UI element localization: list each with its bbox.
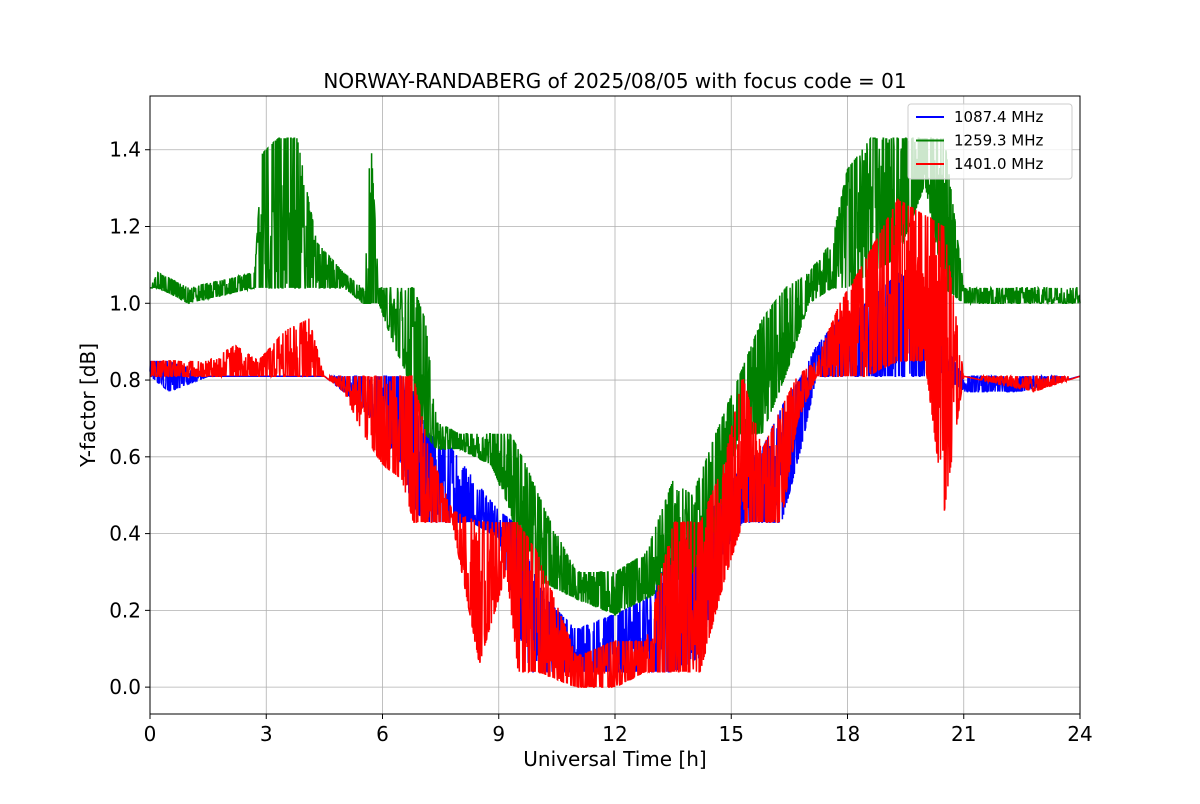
legend: 1087.4 MHz 1259.3 MHz 1401.0 MHz: [907, 103, 1073, 180]
x-tick-label: 18: [835, 722, 860, 746]
y-tick-label: 0.6: [109, 445, 141, 469]
y-tick-label: 0.4: [109, 522, 141, 546]
y-tick-label: 0.8: [109, 368, 141, 392]
chart-title: NORWAY-RANDABERG of 2025/08/05 with focu…: [323, 69, 906, 93]
y-tick-label: 1.4: [109, 138, 141, 162]
x-tick-label: 12: [602, 722, 627, 746]
x-tick-label: 21: [951, 722, 976, 746]
y-tick-label: 0.0: [109, 675, 141, 699]
y-tick-label: 0.2: [109, 598, 141, 622]
legend-box: [907, 103, 1073, 180]
legend-label: 1401.0 MHz: [954, 155, 1043, 173]
x-tick-label: 15: [719, 722, 744, 746]
series-line-3: [150, 198, 1081, 688]
x-tick-label: 6: [376, 722, 389, 746]
x-axis-label: Universal Time [h]: [523, 747, 706, 771]
legend-label: 1259.3 MHz: [954, 132, 1043, 150]
x-tick-label: 24: [1067, 722, 1092, 746]
x-tick-label: 0: [144, 722, 157, 746]
x-axis-ticks: 0 3 6 9 12 15 18 21 24: [144, 714, 1093, 746]
y-tick-label: 1.2: [109, 215, 141, 239]
x-tick-label: 3: [260, 722, 273, 746]
y-tick-label: 1.0: [109, 291, 141, 315]
y-axis-ticks: 0.0 0.2 0.4 0.6 0.8 1.0 1.2 1.4: [109, 138, 150, 699]
legend-label: 1087.4 MHz: [954, 108, 1043, 126]
x-tick-label: 9: [492, 722, 505, 746]
y-axis-label: Y-factor [dB]: [76, 343, 100, 468]
